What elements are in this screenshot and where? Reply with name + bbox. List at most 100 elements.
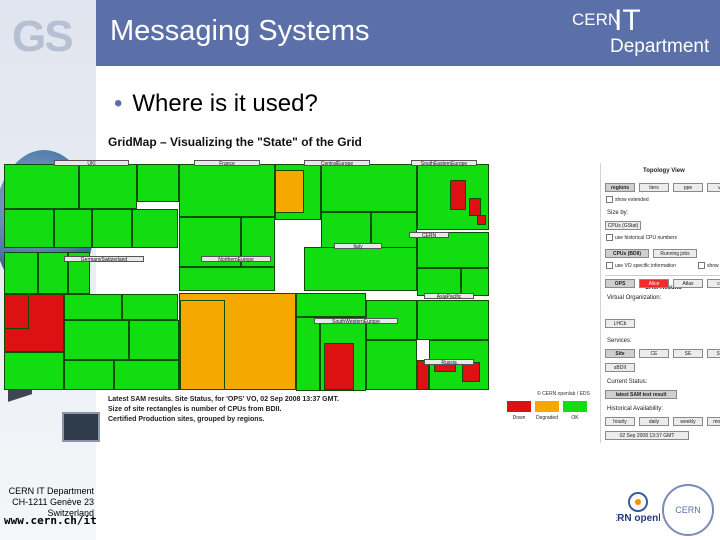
bullet-dot: • [114,90,123,117]
legend-ok-label: OK [571,415,579,421]
vo-atlas-button[interactable]: Atlas [673,279,703,288]
cpus-bdii-button[interactable]: CPUs (BDII) [605,249,649,258]
latest-sam-button[interactable]: latest SAM test result [605,390,677,399]
site-cell[interactable] [324,343,354,390]
site-cell[interactable] [477,215,486,225]
site-cell[interactable] [92,209,132,248]
divider [605,275,720,276]
current-status-label: Current Status: [607,379,648,385]
site-cell[interactable] [417,232,489,268]
cern-ring-logo: CERN [662,484,714,536]
laptop-image [62,412,100,442]
cern-openlab-logo: CERN openlab [603,488,673,534]
region-label: SouthWesternEurope [314,318,398,325]
site-cell[interactable] [4,209,54,248]
site-cell[interactable] [461,268,489,296]
site-cell[interactable] [304,247,417,291]
history-daily-button[interactable]: daily [639,417,669,426]
page-title: Messaging Systems [110,15,370,47]
site-cell[interactable] [129,320,179,360]
site-cell[interactable] [417,360,429,390]
legend-degraded-label: Degraded [536,415,558,421]
service-site-button[interactable]: Site [605,349,635,358]
legend-degraded-swatch [535,401,559,412]
site-cell[interactable] [4,294,29,329]
bullet-text: Where is it used? [132,90,318,117]
site-cell[interactable] [64,294,122,320]
site-cell[interactable] [137,164,179,202]
site-cell[interactable] [179,164,275,217]
site-cell[interactable] [417,300,489,340]
region-label: UKI [54,160,129,167]
region-label: GermanySwitzerland [64,256,144,263]
vo-alice-button[interactable]: Alice [639,279,669,288]
site-cell[interactable] [321,164,417,212]
region-label: SouthEasternEurope [411,160,477,167]
site-cell[interactable] [64,320,129,360]
show-all-checkbox[interactable]: show [698,262,719,269]
site-cell[interactable] [4,352,64,390]
site-cell[interactable] [38,252,68,294]
site-cell[interactable] [469,198,481,216]
site-cell[interactable] [54,209,92,248]
vo-lhcb-button[interactable]: LHCb [605,319,635,328]
site-cell[interactable] [450,180,466,210]
region-label: Italy [334,243,382,250]
show-extended-checkbox[interactable]: show extended [606,196,649,203]
vo-ops-button[interactable]: OPS [605,279,635,288]
history-weekly-button[interactable]: weekly [673,417,703,426]
site-cell[interactable] [462,362,480,382]
service-ce-button[interactable]: CE [639,349,669,358]
historical-cpu-checkbox[interactable]: use historical CPU numbers [606,234,677,241]
site-cell[interactable] [122,294,178,320]
vo-specific-checkbox[interactable]: use VO specific information [606,262,676,269]
footer-url[interactable]: www.cern.ch/it [4,514,97,527]
topology-regions-button[interactable]: regions [605,183,635,192]
header-bar: Messaging Systems CERN IT Department [96,0,720,66]
service-se-button[interactable]: SE [673,349,703,358]
site-cell[interactable] [417,268,461,296]
site-cell[interactable] [4,252,38,294]
site-cell[interactable] [275,170,304,213]
topology-title: Topology View [643,168,685,174]
history-timestamp[interactable]: 02 Sep 2008 13:37 GMT [605,431,689,440]
vo-cms-button[interactable]: cms [707,279,720,288]
site-cell[interactable] [4,164,79,209]
copyright: © CERN openlab / EDS [537,391,590,397]
history-monthly-button[interactable]: monthly [707,417,720,426]
legend-down-swatch [507,401,531,412]
topology-vos-button[interactable]: vos [707,183,720,192]
topology-tiers-button[interactable]: tiers [639,183,669,192]
status-line-1: Latest SAM results. Site Status, for 'OP… [108,396,339,403]
gridmap-treemap: UKI France CentralEurope SouthEasternEurope… [4,160,498,391]
bullet-item: • Where is it used? [114,90,318,118]
site-cell[interactable] [179,267,275,291]
vo-label: Virtual Organization: [607,295,662,301]
site-cell[interactable] [68,252,90,294]
services-label: Services: [607,338,632,344]
site-cell[interactable] [296,317,320,391]
site-cell[interactable] [180,300,225,390]
service-sbdii-button[interactable]: sBDII [605,363,635,372]
legend-down-label: Down [512,415,526,421]
it-label: IT [614,4,641,37]
region-label: France [194,160,260,167]
site-cell[interactable] [64,360,114,390]
cpus-gstat-button[interactable]: CPUs (GStat) [605,221,641,230]
status-line-3: Certified Production sites, grouped by r… [108,416,265,423]
topology-ppe-button[interactable]: ppe [673,183,703,192]
region-label: Russia [424,359,474,366]
openlab-icon: CERN openlab [603,492,673,524]
site-cell[interactable] [114,360,179,390]
gridmap-title: GridMap – Visualizing the "State" of the… [108,135,362,149]
running-jobs-button[interactable]: Running jobs [653,249,697,258]
legend-ok-swatch [563,401,587,412]
site-cell[interactable] [366,340,417,390]
site-cell[interactable] [79,164,137,209]
site-cell[interactable] [296,293,366,317]
service-srm-button[interactable]: SRM [707,349,720,358]
region-label: AsiaPacific [424,293,474,300]
sam-title: SAM Results [645,285,682,291]
site-cell[interactable] [132,209,178,248]
history-hourly-button[interactable]: hourly [605,417,635,426]
